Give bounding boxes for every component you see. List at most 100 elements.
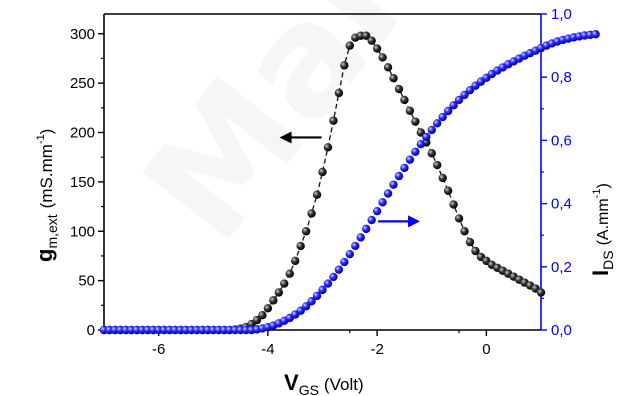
series-right-point [433, 119, 442, 128]
y-right-label-main: I [588, 270, 613, 276]
series-left-point [274, 288, 283, 297]
x-axis-label-unit: (Volt) [324, 375, 364, 394]
series-right-point [362, 224, 371, 234]
y-right-label-close: ) [595, 183, 612, 188]
series-left-point [318, 167, 327, 177]
series-right-point [367, 215, 376, 225]
y-left-label-close: ) [37, 129, 56, 135]
series-right-point [454, 95, 464, 105]
left-arrow-head [279, 131, 292, 144]
y-right-tick-label: 1,0 [551, 6, 572, 23]
x-tick-label: -6 [152, 341, 165, 358]
series-left-point [296, 241, 305, 251]
right-arrow [378, 215, 421, 228]
y-right-label-sup: -1 [591, 189, 603, 199]
y-left-label-unit: (mS.mm [37, 144, 56, 208]
series-left-point [372, 44, 382, 53]
series-left-point [383, 63, 393, 72]
y-right-tick-label: 0,6 [551, 132, 572, 149]
series-right-point [416, 139, 426, 149]
series-left-point [367, 36, 376, 45]
series-left-point [285, 269, 294, 278]
series-left-point [443, 186, 453, 195]
x-axis-label-main: V [284, 370, 299, 395]
series-right-point [378, 198, 387, 207]
series-left-point [362, 31, 371, 40]
x-tick-label: -4 [261, 341, 274, 358]
series-left-point [334, 88, 344, 98]
series-left-point [400, 95, 409, 105]
series-right-point [345, 249, 355, 259]
y-left-tick-label: 150 [70, 174, 95, 191]
y-left-label-sup: -1 [35, 134, 47, 144]
y-left-label-main: g [32, 249, 57, 262]
y-left-tick-label: 200 [70, 125, 95, 142]
series-left-point [405, 106, 415, 115]
y-left-tick-label: 100 [70, 223, 95, 240]
right-arrow-head [408, 215, 421, 228]
y-right-label-unit: (A.mm [595, 198, 612, 245]
series-left-point [329, 116, 338, 125]
series-right-point [389, 180, 398, 189]
series-left-point [465, 237, 475, 247]
series-left-point [290, 256, 300, 266]
series-right-point [334, 265, 344, 274]
series-left-point [411, 117, 420, 126]
series-right-point [591, 30, 600, 39]
x-axis-label: VGS (Volt) [284, 370, 364, 396]
x-tick-label: -2 [370, 341, 383, 358]
series-left-point [280, 279, 289, 288]
series-left-point [433, 160, 442, 170]
series-right-point [301, 302, 311, 311]
series-left-point [323, 143, 333, 152]
series-left-point [378, 53, 387, 62]
y-right-label-sub: DS [600, 250, 616, 269]
series-right-point [323, 279, 333, 288]
y-right-tick-label: 0,0 [551, 322, 572, 339]
series-left-point [252, 315, 262, 325]
series-left-point [312, 190, 322, 199]
series-right-point [460, 90, 469, 100]
y-left-tick-label: 250 [70, 75, 95, 92]
series-left-point [460, 227, 469, 236]
series-left-point [345, 41, 355, 50]
series-right-point [427, 125, 436, 135]
y-left-axis-label: gm,ext (mS.mm-1) [32, 129, 60, 262]
series-left-point [389, 73, 398, 83]
series-right-point [372, 206, 382, 216]
y-right-tick-label: 0,2 [551, 259, 572, 276]
series-left-point [258, 310, 267, 320]
series-left-point [394, 84, 404, 94]
left-arrow [279, 131, 322, 144]
y-left-label-sub: m,ext [44, 214, 60, 248]
series-left-point [301, 227, 311, 236]
series-right-point [449, 101, 458, 110]
series-left-point [471, 246, 480, 256]
series-right-point [400, 163, 409, 173]
series-right-point [411, 147, 420, 156]
series-left-point [449, 200, 458, 209]
series-right-point [340, 257, 349, 267]
series-right-point [356, 233, 365, 242]
y-right-tick-label: 0,4 [551, 196, 572, 213]
series-right-point [351, 241, 360, 251]
series-right-point [394, 171, 404, 181]
x-tick-label: 0 [482, 341, 490, 358]
y-right-tick-label: 0,8 [551, 69, 572, 86]
series-right-point [307, 297, 316, 306]
y-left-tick-label: 300 [70, 26, 95, 43]
series-right-point [438, 112, 447, 122]
series-right-point [329, 272, 338, 282]
series-right-point [422, 132, 431, 142]
series-left-point [438, 173, 447, 183]
series-right-point [312, 291, 322, 301]
series-right-point [318, 285, 327, 295]
y-left-tick-label: 0 [87, 322, 95, 339]
series-left-point [269, 296, 278, 305]
series-left-point [427, 149, 436, 158]
series-right-point [383, 189, 393, 198]
series-left-point [536, 288, 546, 297]
series-left-point [454, 214, 464, 223]
y-left-tick-label: 50 [78, 273, 95, 290]
